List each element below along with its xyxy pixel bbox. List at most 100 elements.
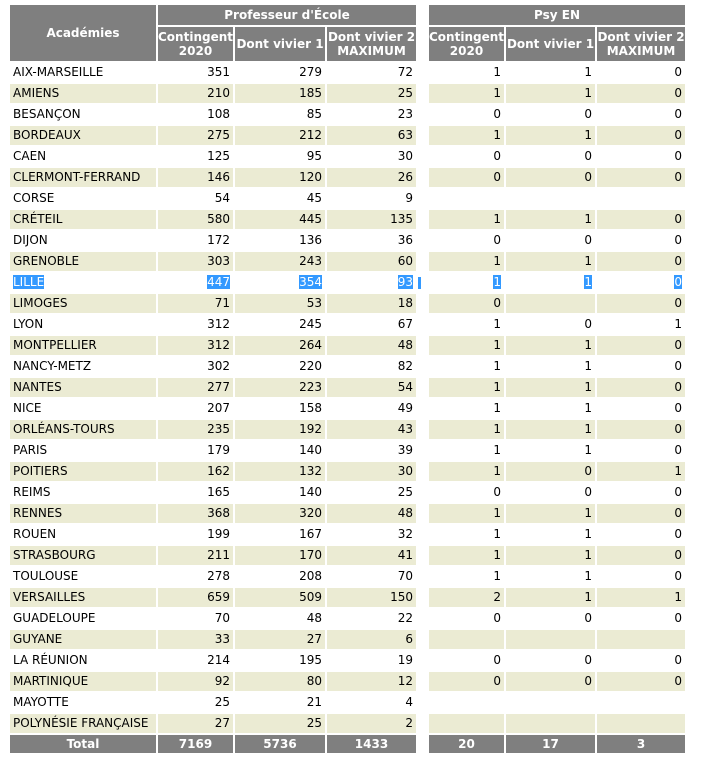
psy-vivier2-cell: 0	[597, 336, 685, 355]
psy-contingent-cell-text: 1	[493, 569, 501, 583]
psy-vivier1-cell: 1	[506, 588, 595, 607]
psy-contingent-cell: 1	[429, 441, 504, 460]
psy-vivier2-cell-text: 0	[674, 86, 682, 100]
psy-vivier1-cell	[506, 630, 595, 649]
academy-name-text: NANCY-METZ	[13, 359, 92, 373]
pe-contingent-cell-text: 351	[207, 65, 230, 79]
academy-name: DIJON	[10, 231, 156, 250]
pe-vivier1-cell: 509	[235, 588, 325, 607]
table-row[interactable]: CORSE 54 45 9	[10, 189, 685, 208]
academy-name: CRÉTEIL	[10, 210, 156, 229]
pe-vivier1-cell: 167	[235, 525, 325, 544]
psy-vivier1-cell: 0	[506, 168, 595, 187]
header-group-psy-en: Psy EN	[429, 5, 685, 25]
academy-name-text: BORDEAUX	[13, 128, 81, 142]
psy-vivier1-cell: 1	[506, 84, 595, 103]
table-row[interactable]: BORDEAUX 275 212 63 1 1 0	[10, 126, 685, 145]
table-row[interactable]: STRASBOURG 211 170 41 1 1 0	[10, 546, 685, 565]
table-row[interactable]: NANCY-METZ 302 220 82 1 1 0	[10, 357, 685, 376]
pe-vivier1-cell-text: 354	[299, 275, 322, 289]
column-separator	[418, 252, 427, 271]
academy-name: NANTES	[10, 378, 156, 397]
pe-vivier2-cell-text: 36	[397, 233, 413, 247]
pe-contingent-cell: 277	[158, 378, 233, 397]
pe-vivier1-cell-text: 192	[299, 422, 322, 436]
table-row[interactable]: BESANÇON 108 85 23 0 0 0	[10, 105, 685, 124]
academy-name: CLERMONT-FERRAND	[10, 168, 156, 187]
pe-vivier2-cell-text: 4	[405, 695, 413, 709]
pe-vivier2-cell: 63	[327, 126, 416, 145]
pe-vivier1-cell: 192	[235, 420, 325, 439]
table-row[interactable]: DIJON 172 136 36 0 0 0	[10, 231, 685, 250]
pe-contingent-cell-text: 70	[214, 611, 230, 625]
table-row[interactable]: LIMOGES 71 53 18 0 0	[10, 294, 685, 313]
pe-contingent-cell-text: 303	[207, 254, 230, 268]
pe-vivier2-cell-text: 49	[397, 401, 413, 415]
pe-vivier2-cell: 93	[327, 273, 416, 292]
pe-contingent-cell-text: 214	[207, 653, 230, 667]
pe-vivier1-cell: 48	[235, 609, 325, 628]
table-row[interactable]: POLYNÉSIE FRANÇAISE 27 25 2	[10, 714, 685, 733]
column-separator	[418, 336, 427, 355]
psy-vivier1-cell: 1	[506, 420, 595, 439]
psy-vivier2-cell: 0	[597, 567, 685, 586]
pe-contingent-cell-text: 580	[207, 212, 230, 226]
table-row[interactable]: TOULOUSE 278 208 70 1 1 0	[10, 567, 685, 586]
pe-vivier1-cell: 85	[235, 105, 325, 124]
table-row[interactable]: CAEN 125 95 30 0 0 0	[10, 147, 685, 166]
table-row[interactable]: LYON 312 245 67 1 0 1	[10, 315, 685, 334]
psy-vivier1-cell-text: 0	[584, 674, 592, 688]
column-separator	[418, 189, 427, 208]
psy-vivier2-cell: 0	[597, 546, 685, 565]
pe-contingent-cell: 214	[158, 651, 233, 670]
table-row[interactable]: REIMS 165 140 25 0 0 0	[10, 483, 685, 502]
table-row[interactable]: MONTPELLIER 312 264 48 1 1 0	[10, 336, 685, 355]
psy-vivier2-cell-text: 0	[674, 611, 682, 625]
psy-vivier2-cell: 0	[597, 357, 685, 376]
table-row[interactable]: ROUEN 199 167 32 1 1 0	[10, 525, 685, 544]
academy-name: GRENOBLE	[10, 252, 156, 271]
table-row[interactable]: CLERMONT-FERRAND 146 120 26 0 0 0	[10, 168, 685, 187]
psy-contingent-cell: 1	[429, 462, 504, 481]
pe-contingent-cell: 179	[158, 441, 233, 460]
table-row[interactable]: MARTINIQUE 92 80 12 0 0 0	[10, 672, 685, 691]
psy-vivier2-cell-text: 0	[674, 401, 682, 415]
column-separator	[418, 126, 427, 145]
psy-vivier1-cell-text: 0	[584, 653, 592, 667]
pe-contingent-cell: 33	[158, 630, 233, 649]
pe-vivier1-cell: 208	[235, 567, 325, 586]
psy-contingent-cell: 0	[429, 231, 504, 250]
table-row[interactable]: ORLÉANS-TOURS 235 192 43 1 1 0	[10, 420, 685, 439]
pe-contingent-cell-text: 54	[214, 191, 230, 205]
table-row[interactable]: POITIERS 162 132 30 1 0 1	[10, 462, 685, 481]
table-row[interactable]: LA RÉUNION 214 195 19 0 0 0	[10, 651, 685, 670]
table-row[interactable]: GUADELOUPE 70 48 22 0 0 0	[10, 609, 685, 628]
psy-vivier1-cell	[506, 189, 595, 208]
psy-vivier1-cell: 0	[506, 315, 595, 334]
table-row[interactable]: NICE 207 158 49 1 1 0	[10, 399, 685, 418]
pe-contingent-cell-text: 210	[207, 86, 230, 100]
psy-contingent-cell-text: 0	[493, 107, 501, 121]
table-row[interactable]: GRENOBLE 303 243 60 1 1 0	[10, 252, 685, 271]
psy-vivier2-cell-text: 0	[674, 359, 682, 373]
pe-vivier2-cell: 25	[327, 84, 416, 103]
table-row[interactable]: CRÉTEIL 580 445 135 1 1 0	[10, 210, 685, 229]
table-row[interactable]: PARIS 179 140 39 1 1 0	[10, 441, 685, 460]
pe-contingent-cell-text: 207	[207, 401, 230, 415]
pe-contingent-cell: 108	[158, 105, 233, 124]
psy-contingent-cell: 1	[429, 567, 504, 586]
table-row[interactable]: VERSAILLES 659 509 150 2 1 1	[10, 588, 685, 607]
table-row[interactable]: NANTES 277 223 54 1 1 0	[10, 378, 685, 397]
pe-vivier2-cell-text: 30	[397, 464, 413, 478]
table-row[interactable]: MAYOTTE 25 21 4	[10, 693, 685, 712]
column-separator	[418, 693, 427, 712]
psy-contingent-cell-text: 1	[493, 548, 501, 562]
psy-vivier2-cell: 0	[597, 84, 685, 103]
table-row[interactable]: GUYANE 33 27 6	[10, 630, 685, 649]
table-row[interactable]: RENNES 368 320 48 1 1 0	[10, 504, 685, 523]
psy-contingent-cell: 2	[429, 588, 504, 607]
table-row[interactable]: LILLE 447 354 93 1 1 0	[10, 273, 685, 292]
table-row[interactable]: AIX-MARSEILLE 351 279 72 1 1 0	[10, 63, 685, 82]
pe-vivier1-cell-text: 279	[299, 65, 322, 79]
table-row[interactable]: AMIENS 210 185 25 1 1 0	[10, 84, 685, 103]
